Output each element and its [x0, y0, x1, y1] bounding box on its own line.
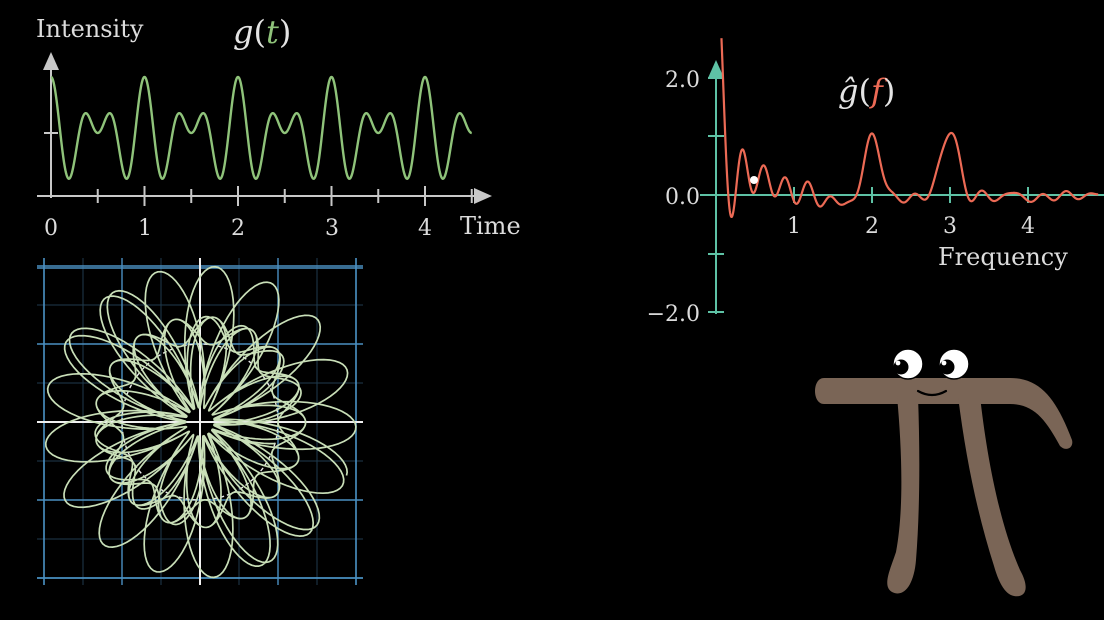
fourier-transform-curve [720, 38, 1100, 219]
pi-mouth [916, 389, 948, 397]
time-tick-label-0: 0 [44, 216, 58, 241]
time-func-label: g(t) [233, 13, 291, 51]
freq-y-tick-label-m2: −2.0 [647, 302, 700, 327]
freq-x-tick-label-3: 3 [943, 214, 957, 239]
wound-signal-curve [44, 265, 357, 579]
time-tick-label-1: 1 [138, 216, 152, 241]
freq-y-tick-label-0: 0.0 [665, 185, 700, 210]
pi-creature [815, 348, 1073, 597]
freq-x-tick-label-2: 2 [865, 214, 879, 239]
pi-right-leg [958, 396, 1026, 597]
time-x-label: Time [460, 212, 521, 240]
time-tick-label-2: 2 [231, 216, 245, 241]
winding-plane [37, 258, 363, 585]
freq-y-axis-arrow-icon [708, 60, 724, 78]
frequency-graph: 2.0 0.0 −2.0 1 2 3 4 Frequency ĝ(f) [647, 38, 1104, 327]
time-signal-curve [50, 75, 473, 180]
time-y-axis-arrow-icon [43, 52, 59, 70]
freq-x-tick-label-4: 4 [1021, 214, 1035, 239]
pi-left-leg [887, 396, 920, 594]
pi-left-pupil [893, 359, 909, 375]
time-graph: Intensity g(t) Time 0 1 2 3 4 [36, 13, 521, 241]
current-frequency-dot [750, 176, 758, 184]
time-x-axis-arrow-icon [474, 188, 492, 204]
pi-right-eye-glint [941, 360, 947, 366]
freq-y-tick-label-2: 2.0 [665, 68, 700, 93]
freq-x-tick-label-1: 1 [787, 214, 801, 239]
pi-right-pupil [939, 359, 955, 375]
time-x-ticks [96, 186, 473, 206]
time-y-label: Intensity [36, 15, 144, 43]
freq-func-label: ĝ(f) [838, 72, 895, 110]
time-tick-label-3: 3 [325, 216, 339, 241]
pi-top-bar [815, 378, 1073, 449]
time-tick-label-4: 4 [418, 216, 432, 241]
freq-x-label: Frequency [938, 243, 1068, 271]
pi-left-eye-glint [895, 360, 901, 366]
